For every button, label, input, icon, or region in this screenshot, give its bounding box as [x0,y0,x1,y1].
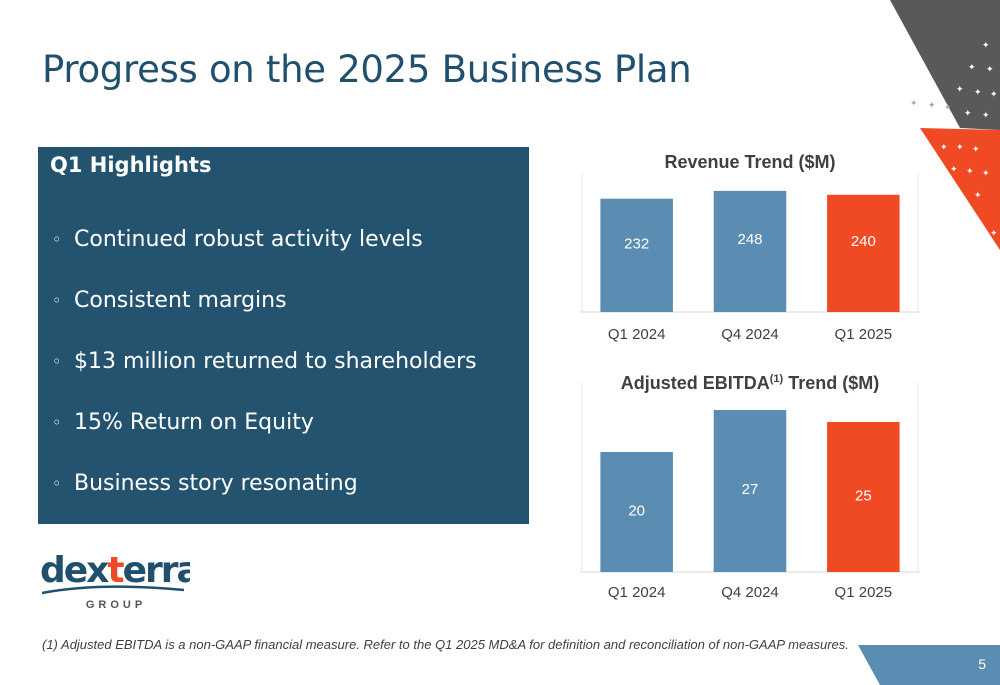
svg-text:✦: ✦ [966,167,974,177]
bullet-icon: ◦ [52,352,62,371]
tick-label: Q1 2025 [835,584,893,601]
data-label: 27 [742,481,759,498]
svg-text:✦: ✦ [968,63,976,73]
bullet-icon: ◦ [52,230,62,249]
orange-triangle-shape [920,128,1000,250]
svg-text:✦: ✦ [910,99,918,109]
data-label: 240 [851,233,876,250]
svg-text:✦: ✦ [964,109,972,119]
grey-triangle-shape [890,0,1000,130]
page-number-band [858,645,1000,685]
svg-text:✦: ✦ [974,88,982,98]
svg-text:✦: ✦ [956,143,964,153]
svg-text:✦: ✦ [944,103,952,113]
svg-text:✦: ✦ [972,145,980,155]
dexterra-logo: dexterra GROUP [40,550,190,611]
tick-label: Q4 2024 [721,584,779,601]
bar [827,194,900,312]
highlight-item: ◦ $13 million returned to shareholders [52,349,477,374]
decorative-chevron-graphic: ✦ ✦ ✦ ✦ ✦ ✦ ✦ ✦ ✦ ✦ ✦ ✦ ✦ ✦ ✦ ✦ ✦ ✦ ✦ [890,0,1000,250]
logo-subtext: GROUP [86,599,146,611]
svg-text:✦: ✦ [990,90,998,100]
highlight-item: ◦ Continued robust activity levels [52,227,423,252]
data-label: 25 [855,487,872,504]
svg-text:✦: ✦ [950,165,958,175]
highlight-item: ◦ Consistent margins [52,288,287,313]
logo-wordmark: dexterra [40,550,190,591]
bar [713,190,787,312]
tick-label: Q1 2024 [608,326,666,343]
page-title: Progress on the 2025 Business Plan [42,48,692,91]
svg-text:✦: ✦ [982,41,990,51]
sparkle-icons: ✦ ✦ ✦ ✦ ✦ ✦ ✦ ✦ ✦ ✦ ✦ ✦ ✦ ✦ ✦ ✦ [940,41,998,239]
page-number: 5 [978,656,986,672]
tick-label: Q1 2024 [608,584,666,601]
svg-text:✦: ✦ [974,191,982,201]
data-label: 248 [737,231,762,248]
highlights-list: ◦ Continued robust activity levels ◦ Consi… [52,209,477,514]
chart-title: Revenue Trend ($M) [664,152,835,172]
highlight-item: ◦ Business story resonating [52,471,358,496]
data-label: 20 [628,502,645,519]
svg-text:✦: ✦ [990,229,998,239]
bar [713,410,787,572]
svg-text:✦: ✦ [928,101,936,111]
bullet-icon: ◦ [52,291,62,310]
grey-sparkle-icons: ✦ ✦ ✦ [910,99,952,113]
highlight-item: ◦ 15% Return on Equity [52,410,314,435]
svg-text:✦: ✦ [940,143,948,153]
chart-title: Adjusted EBITDA(1) Trend ($M) [621,373,879,393]
bar-group: 232 Q1 2024 248 Q4 2024 240 Q1 2025 [580,173,920,343]
tick-label: Q4 2024 [721,326,779,343]
svg-text:✦: ✦ [982,111,990,121]
data-label: 232 [624,236,649,253]
footnote: (1) Adjusted EBITDA is a non-GAAP financ… [42,637,849,652]
bar-group: 20 Q1 2024 27 Q4 2024 25 Q1 2025 [580,383,920,601]
highlights-title: Q1 Highlights [50,153,212,177]
svg-text:✦: ✦ [956,85,964,95]
svg-text:✦: ✦ [982,169,990,179]
highlights-panel: Q1 Highlights ◦ Continued robust activity… [38,147,529,524]
svg-text:✦: ✦ [986,65,994,75]
logo-swoosh [41,585,185,595]
bar [600,452,673,572]
bullet-icon: ◦ [52,474,62,493]
bullet-icon: ◦ [52,413,62,432]
tick-label: Q1 2025 [835,326,893,343]
bar [827,422,900,572]
bar [600,198,673,312]
